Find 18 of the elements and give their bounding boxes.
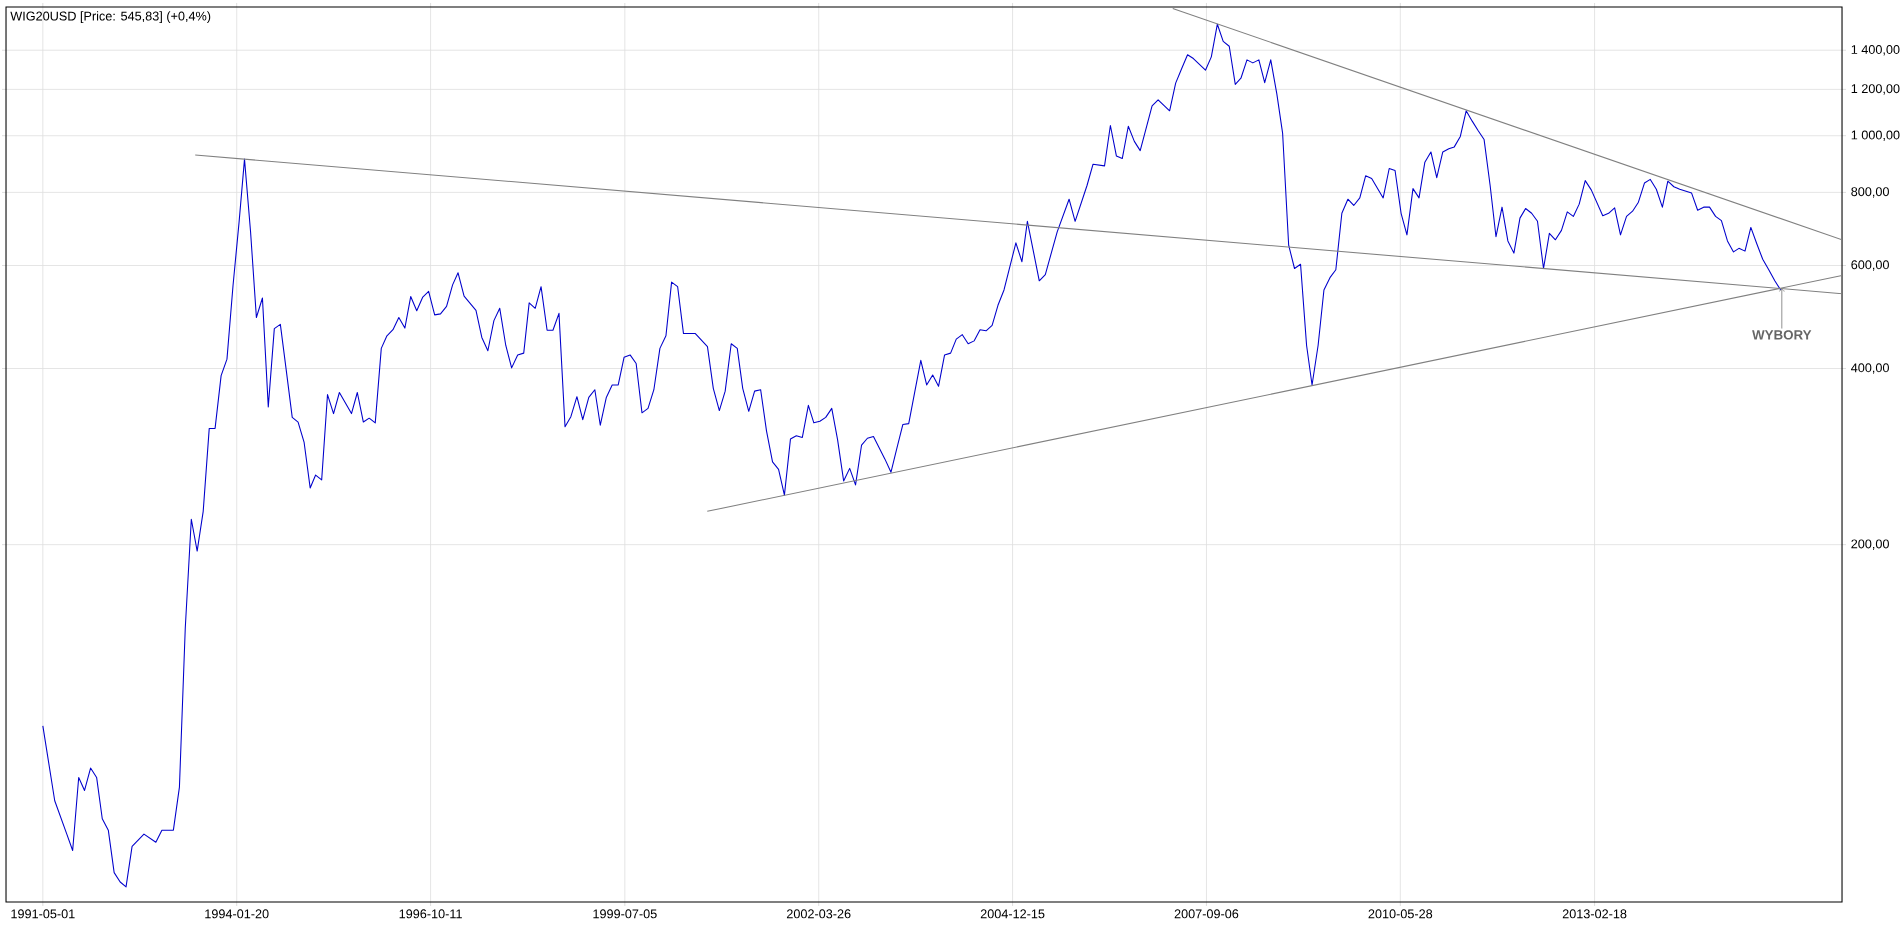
y-tick-label: 400,00 xyxy=(1851,363,1889,374)
x-tick-label: 2002-03-26 xyxy=(786,909,851,919)
y-tick-label: 1 400,00 xyxy=(1851,45,1900,56)
x-tick-label: 1999-07-05 xyxy=(593,909,657,919)
y-tick-label: 1 000,00 xyxy=(1851,130,1900,141)
y-tick-label: 1 200,00 xyxy=(1851,84,1900,95)
annotation: WYBORY xyxy=(1752,330,1812,340)
y-tick-label: 800,00 xyxy=(1851,187,1889,198)
chart-title: WIG20USD [Price: 545,83] (+0,4%) xyxy=(10,11,211,24)
x-tick-label: 1996-10-11 xyxy=(399,909,462,919)
y-tick-label: 200,00 xyxy=(1851,539,1889,550)
x-tick-label: 2007-09-06 xyxy=(1174,909,1239,919)
x-tick-label: 2004-12-15 xyxy=(980,909,1045,919)
y-tick-label: 600,00 xyxy=(1851,260,1889,271)
x-tick-label: 1994-01-20 xyxy=(205,909,269,919)
x-tick-label: 1991-05-01 xyxy=(11,909,75,919)
x-tick-label: 2010-05-28 xyxy=(1368,909,1433,919)
x-tick-label: 2013-02-18 xyxy=(1562,909,1627,919)
